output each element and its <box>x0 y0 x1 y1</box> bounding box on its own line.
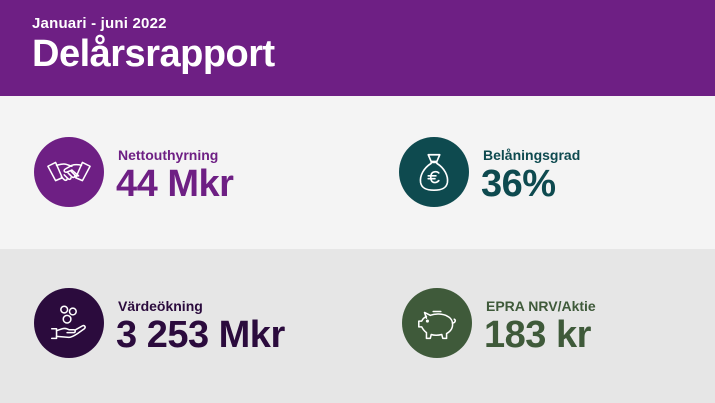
kpi-epra-nrv: EPRA NRV/Aktie 183 kr <box>402 288 702 360</box>
kpi-value: 3 253 Mkr <box>116 314 285 356</box>
kpi-label: Belåningsgrad <box>483 147 581 163</box>
kpi-belaningsgrad: Belåningsgrad 36% <box>399 137 699 209</box>
kpi-value: 44 Mkr <box>116 163 234 205</box>
kpi-nettouthyrning: Nettouthyrning 44 Mkr <box>34 137 354 209</box>
kpi-row-2 <box>0 249 715 403</box>
report-header: Januari - juni 2022 Delårsrapport <box>0 0 715 96</box>
kpi-value: 183 kr <box>484 314 591 356</box>
kpi-row-1 <box>0 96 715 249</box>
kpi-value: 36% <box>481 163 556 205</box>
kpi-vardeokning: Värdeökning 3 253 Mkr <box>34 288 354 360</box>
kpi-label: Värdeökning <box>118 298 203 314</box>
report-title: Delårsrapport <box>32 33 275 75</box>
hand-coins-icon <box>34 288 104 358</box>
kpi-label: Nettouthyrning <box>118 147 219 163</box>
report-period: Januari - juni 2022 <box>32 15 167 32</box>
handshake-icon <box>34 137 104 207</box>
money-bag-euro-icon <box>399 137 469 207</box>
kpi-label: EPRA NRV/Aktie <box>486 298 596 314</box>
piggy-bank-icon <box>402 288 472 358</box>
